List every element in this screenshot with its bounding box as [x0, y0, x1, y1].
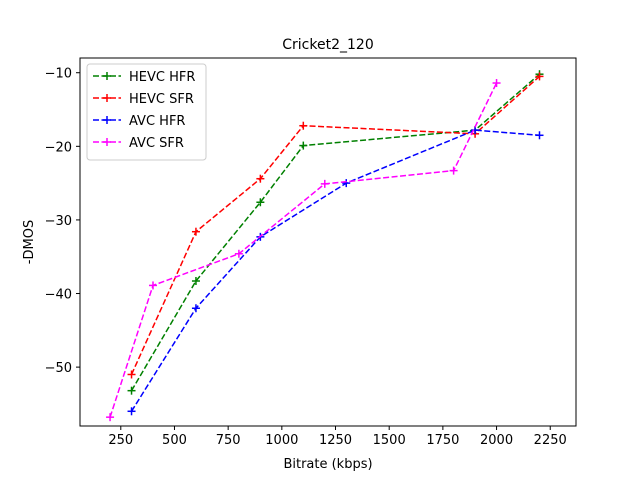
legend-label: HEVC SFR	[129, 92, 194, 107]
legend-label: AVC HFR	[129, 114, 185, 129]
x-tick-label: 1500	[373, 433, 406, 448]
plot-frame	[79, 57, 577, 427]
y-tick-label: −10	[45, 67, 72, 82]
x-tick-label: 250	[108, 433, 133, 448]
series-line	[130, 73, 540, 392]
y-axis-label: -DMOS	[22, 220, 37, 264]
chart-title: Cricket2_120	[282, 37, 373, 53]
series-avc-sfr	[106, 79, 501, 422]
x-tick-label: 1250	[319, 433, 352, 448]
legend-item: AVC SFR	[93, 136, 184, 151]
x-tick-label: 1750	[426, 433, 459, 448]
legend-item: HEVC SFR	[93, 92, 194, 107]
x-tick-label: 750	[216, 433, 241, 448]
y-tick-label: −30	[45, 214, 72, 229]
x-tick-label: 2000	[480, 433, 513, 448]
legend-label: AVC SFR	[129, 136, 184, 151]
x-tick-label: 500	[162, 433, 187, 448]
legend: HEVC HFR HEVC SFR AVC HFR AVC SFR	[86, 63, 207, 161]
x-tick-label: 1000	[265, 433, 298, 448]
y-tick-label: −40	[45, 288, 72, 303]
y-tick-label: −50	[45, 361, 72, 376]
series-line	[130, 75, 540, 375]
y-axis: −50 −40 −30 −20 −10	[45, 67, 80, 376]
legend-label: HEVC HFR	[129, 70, 195, 85]
x-axis: 250 500 750 1000 1250 1500 1750 2000 2250	[108, 426, 567, 448]
series-line	[130, 129, 540, 412]
legend-item: AVC HFR	[93, 114, 185, 129]
x-tick-label: 2250	[534, 433, 567, 448]
legend-item: HEVC HFR	[93, 70, 195, 85]
x-axis-label: Bitrate (kbps)	[283, 457, 372, 472]
series-line	[109, 82, 498, 418]
y-tick-label: −20	[45, 140, 72, 155]
plot-area	[106, 70, 544, 422]
legend-box	[86, 63, 207, 161]
